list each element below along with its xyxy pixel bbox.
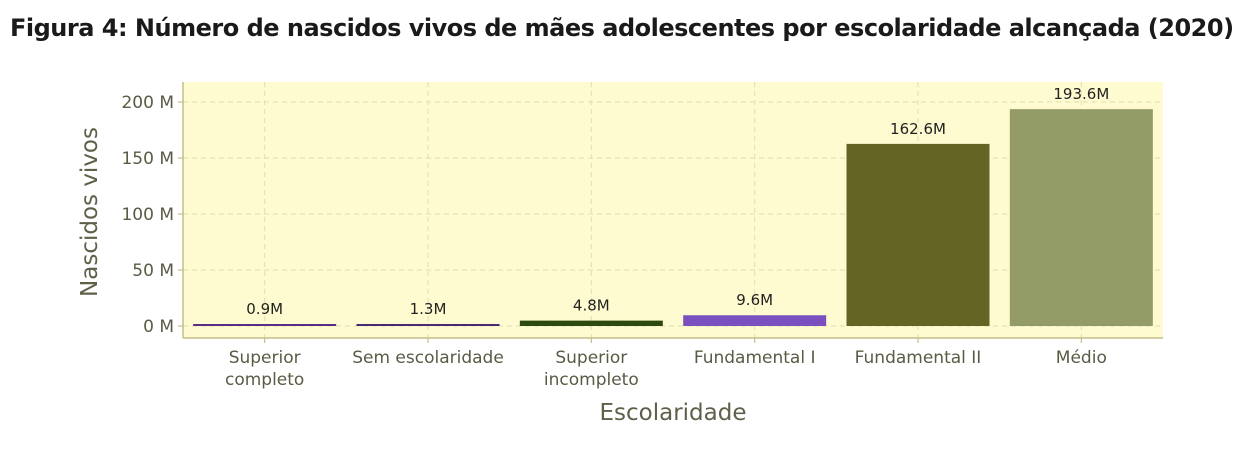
x-tick-label: Fundamental II	[855, 348, 982, 368]
y-axis-ticks: 0 M 50 M 100 M 150 M 200 M	[121, 93, 183, 337]
x-tick-label: Superior incompleto	[544, 348, 639, 390]
x-tick-label: Superior completo	[225, 348, 304, 390]
x-tick-label: Fundamental I	[694, 348, 816, 368]
bar-value-label: 9.6M	[736, 291, 773, 309]
bar	[846, 143, 990, 326]
x-tick-label: Médio	[1056, 348, 1107, 368]
plot-panel	[183, 82, 1163, 338]
bar	[519, 320, 663, 326]
bar-value-label: 4.8M	[573, 297, 610, 315]
axes	[182, 82, 1163, 339]
y-axis-title: Nascidos vivos	[77, 127, 103, 297]
bar	[193, 324, 337, 326]
bar-value-label: 0.9M	[246, 300, 283, 318]
bar	[356, 324, 500, 326]
bar-value-labels: 0.9M 1.3M 4.8M 9.6M 162.6M 193.6M	[246, 85, 1109, 318]
bar	[1009, 109, 1153, 326]
bar-value-label: 162.6M	[890, 120, 946, 138]
bars	[193, 109, 1153, 326]
y-tick-label: 200 M	[121, 93, 174, 113]
y-tick-label: 50 M	[132, 261, 174, 281]
chart-title: Figura 4: Número de nascidos vivos de mã…	[10, 14, 1234, 42]
x-tick-label: Sem escolaridade	[352, 348, 504, 368]
bar	[683, 315, 827, 326]
x-axis-ticks: Superior completo Sem escolaridade Superior…	[225, 338, 1107, 390]
y-tick-label: 150 M	[121, 149, 174, 169]
y-tick-label: 100 M	[121, 205, 174, 225]
y-tick-label: 0 M	[143, 317, 174, 337]
x-axis-title: Escolaridade	[599, 400, 746, 426]
bar-value-label: 193.6M	[1053, 85, 1109, 103]
bar-value-label: 1.3M	[410, 300, 447, 318]
